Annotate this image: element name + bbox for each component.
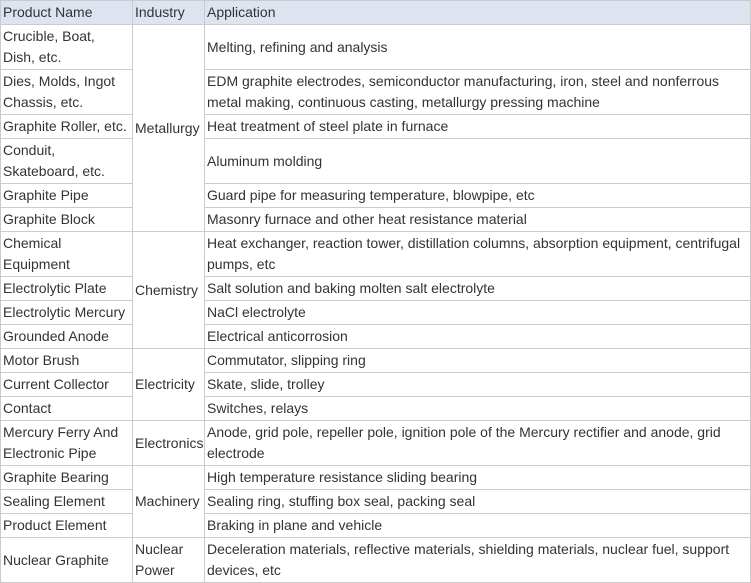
product-name-cell: Contact bbox=[0, 396, 133, 421]
table-row: Grounded Anode Electrical anticorrosion bbox=[0, 324, 751, 349]
product-name-cell: Graphite Roller, etc. bbox=[0, 114, 133, 139]
application-cell: Anode, grid pole, repeller pole, ignitio… bbox=[204, 420, 751, 466]
table-row: Graphite Bearing Machinery High temperatur… bbox=[0, 465, 751, 538]
application-cell: Braking in plane and vehicle bbox=[204, 513, 751, 538]
product-name-cell: Sealing Element bbox=[0, 489, 133, 514]
application-cell: Sealing ring, stuffing box seal, packing… bbox=[204, 489, 751, 514]
application-cell: Heat exchanger, reaction tower, distilla… bbox=[204, 231, 751, 277]
table-body: Crucible, Boat, Dish, etc. Metallurgy Melt… bbox=[0, 24, 751, 583]
industry-cell: Nuclear Power bbox=[132, 537, 205, 583]
product-name-cell: Electrolytic Plate bbox=[0, 276, 133, 301]
application-cell: Melting, refining and analysis bbox=[204, 24, 751, 70]
application-cell: Heat treatment of steel plate in furnace bbox=[204, 114, 751, 139]
table-row: Graphite Block Masonry furnace and other … bbox=[0, 207, 751, 232]
table-header-row: Product Name Industry Application bbox=[0, 0, 751, 25]
table-row: Chemical Equipment Chemistry Heat exchange… bbox=[0, 231, 751, 349]
application-cell: Salt solution and baking molten salt ele… bbox=[204, 276, 751, 301]
product-name-cell: Grounded Anode bbox=[0, 324, 133, 349]
header-application: Application bbox=[204, 0, 751, 25]
header-industry: Industry bbox=[132, 0, 205, 25]
product-name-cell: Product Element bbox=[0, 513, 133, 538]
product-name-cell: Mercury Ferry And Electronic Pipe bbox=[0, 420, 133, 466]
application-cell: Electrical anticorrosion bbox=[204, 324, 751, 349]
table-row: Current Collector Skate, slide, trolley bbox=[0, 372, 751, 397]
table-row: Nuclear Graphite Nuclear Power Deceleratio… bbox=[0, 537, 751, 583]
table-row: Electrolytic Plate Salt solution and baki… bbox=[0, 276, 751, 301]
table-row: Contact Switches, relays bbox=[0, 396, 751, 421]
product-name-cell: Current Collector bbox=[0, 372, 133, 397]
application-cell: Aluminum molding bbox=[204, 138, 751, 184]
table-row: Graphite Roller, etc. Heat treatment of s… bbox=[0, 114, 751, 139]
product-name-cell: Conduit, Skateboard, etc. bbox=[0, 138, 133, 184]
product-name-cell: Graphite Pipe bbox=[0, 183, 133, 208]
application-cell: EDM graphite electrodes, semiconductor m… bbox=[204, 69, 751, 115]
product-name-cell: Chemical Equipment bbox=[0, 231, 133, 277]
application-cell: High temperature resistance sliding bear… bbox=[204, 465, 751, 490]
product-name-cell: Motor Brush bbox=[0, 348, 133, 373]
table-row: Graphite Pipe Guard pipe for measuring te… bbox=[0, 183, 751, 208]
table-row: Motor Brush Electricity Commutator, slippi… bbox=[0, 348, 751, 421]
table-row: Dies, Molds, Ingot Chassis, etc. EDM grap… bbox=[0, 69, 751, 115]
product-name-cell: Nuclear Graphite bbox=[0, 537, 133, 583]
table-row: Product Element Braking in plane and vehi… bbox=[0, 513, 751, 538]
table-row: Mercury Ferry And Electronic Pipe Electro… bbox=[0, 420, 751, 466]
product-name-cell: Graphite Bearing bbox=[0, 465, 133, 490]
header-product-name: Product Name bbox=[0, 0, 133, 25]
application-cell: Commutator, slipping ring bbox=[204, 348, 751, 373]
application-cell: Guard pipe for measuring temperature, bl… bbox=[204, 183, 751, 208]
product-name-cell: Graphite Block bbox=[0, 207, 133, 232]
application-cell: Masonry furnace and other heat resistanc… bbox=[204, 207, 751, 232]
application-cell: NaCl electrolyte bbox=[204, 300, 751, 325]
table-row: Sealing Element Sealing ring, stuffing bo… bbox=[0, 489, 751, 514]
table-row: Conduit, Skateboard, etc. Aluminum moldin… bbox=[0, 138, 751, 184]
application-cell: Deceleration materials, reflective mater… bbox=[204, 537, 751, 583]
product-name-cell: Dies, Molds, Ingot Chassis, etc. bbox=[0, 69, 133, 115]
table-row: Electrolytic Mercury NaCl electrolyte bbox=[0, 300, 751, 325]
industry-cell: Electricity bbox=[132, 348, 205, 421]
industry-cell: Machinery bbox=[132, 465, 205, 538]
table-row: Crucible, Boat, Dish, etc. Metallurgy Melt… bbox=[0, 24, 751, 232]
product-name-cell: Electrolytic Mercury bbox=[0, 300, 133, 325]
product-name-cell: Crucible, Boat, Dish, etc. bbox=[0, 24, 133, 70]
application-cell: Skate, slide, trolley bbox=[204, 372, 751, 397]
application-cell: Switches, relays bbox=[204, 396, 751, 421]
industry-cell: Chemistry bbox=[132, 231, 205, 349]
industry-cell: Electronics bbox=[132, 420, 205, 466]
industry-cell: Metallurgy bbox=[132, 24, 205, 232]
